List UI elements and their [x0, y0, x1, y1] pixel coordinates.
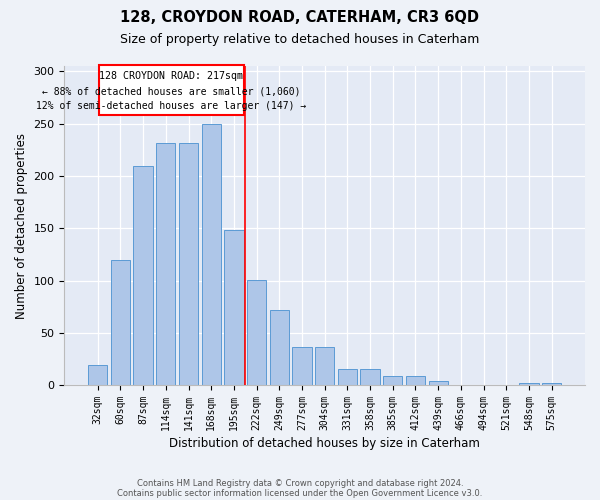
Bar [338, 370, 357, 385]
Text: 12% of semi-detached houses are larger (147) →: 12% of semi-detached houses are larger (… [37, 101, 307, 111]
Bar [361, 370, 380, 385]
Bar [202, 124, 221, 385]
Bar [292, 348, 311, 385]
Text: ← 88% of detached houses are smaller (1,060): ← 88% of detached houses are smaller (1,… [42, 86, 301, 97]
Bar [542, 383, 562, 385]
Bar [88, 365, 107, 385]
Bar [133, 166, 153, 385]
Text: Contains HM Land Registry data © Crown copyright and database right 2024.: Contains HM Land Registry data © Crown c… [137, 478, 463, 488]
Y-axis label: Number of detached properties: Number of detached properties [15, 132, 28, 318]
Bar [406, 376, 425, 385]
FancyBboxPatch shape [99, 65, 244, 116]
Bar [224, 230, 244, 385]
Bar [156, 142, 175, 385]
Text: Contains public sector information licensed under the Open Government Licence v3: Contains public sector information licen… [118, 488, 482, 498]
Bar [269, 310, 289, 385]
Bar [383, 376, 403, 385]
Bar [247, 280, 266, 385]
Bar [111, 260, 130, 385]
X-axis label: Distribution of detached houses by size in Caterham: Distribution of detached houses by size … [169, 437, 480, 450]
Text: 128 CROYDON ROAD: 217sqm: 128 CROYDON ROAD: 217sqm [100, 70, 244, 81]
Bar [179, 142, 198, 385]
Text: 128, CROYDON ROAD, CATERHAM, CR3 6QD: 128, CROYDON ROAD, CATERHAM, CR3 6QD [121, 10, 479, 25]
Bar [315, 348, 334, 385]
Bar [520, 383, 539, 385]
Bar [428, 381, 448, 385]
Text: Size of property relative to detached houses in Caterham: Size of property relative to detached ho… [121, 32, 479, 46]
